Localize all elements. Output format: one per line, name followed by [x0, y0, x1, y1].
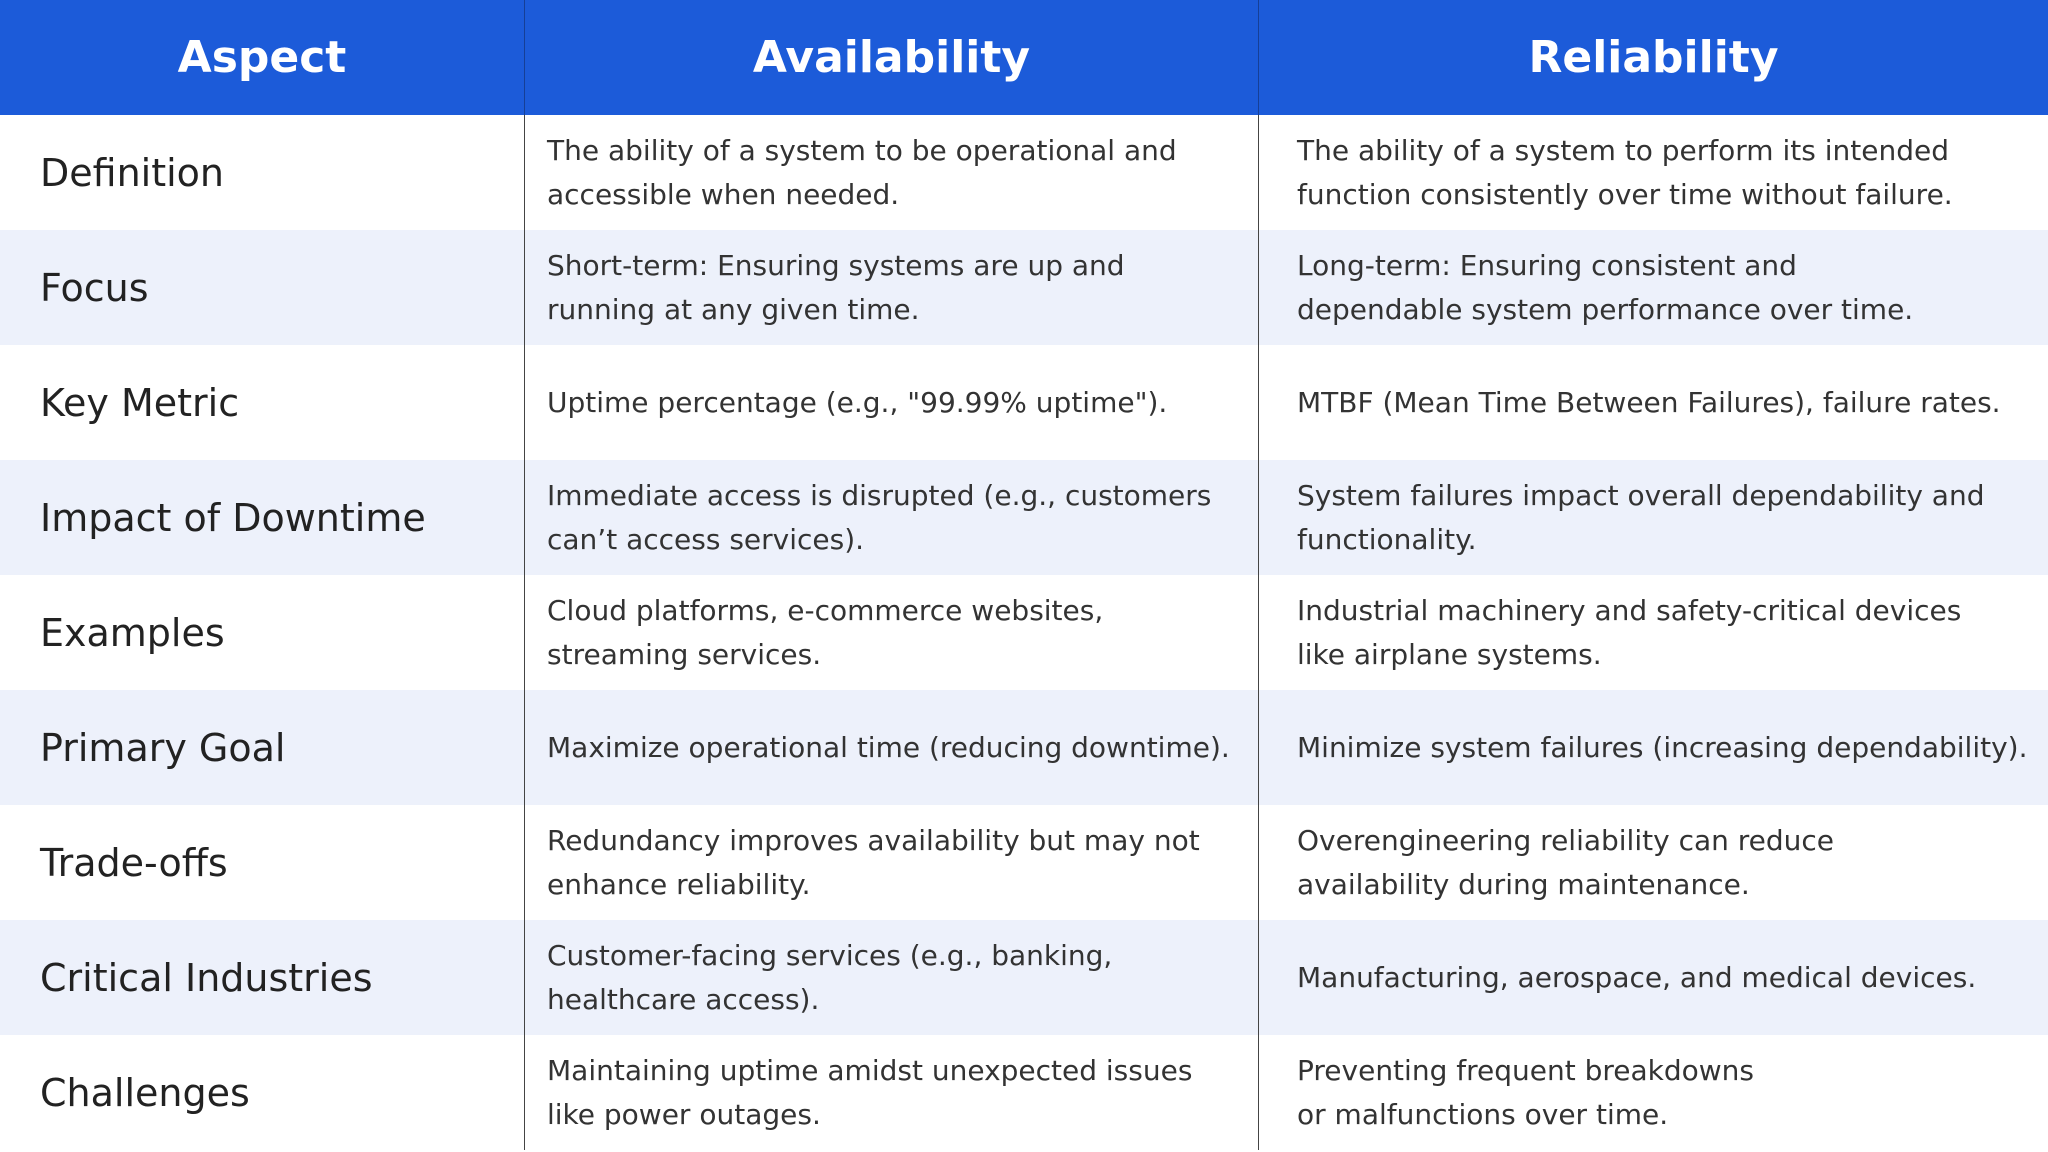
- cell-text-line: Maximize operational time (reducing down…: [547, 730, 1230, 764]
- cell-text-line: availability during maintenance.: [1297, 867, 1750, 901]
- table-cell: The ability of a system to be operationa…: [524, 115, 1258, 230]
- header-cell: Availability: [524, 0, 1258, 115]
- cell-text-line: function consistently over time without …: [1297, 177, 1953, 211]
- table-cell: MTBF (Mean Time Between Failures), failu…: [1258, 345, 2048, 460]
- cell-text-line: like airplane systems.: [1297, 637, 1602, 671]
- table-cell: Redundancy improves availability but may…: [524, 805, 1258, 920]
- header-cell: Reliability: [1258, 0, 2048, 115]
- cell-text-line: Manufacturing, aerospace, and medical de…: [1297, 960, 1977, 994]
- table-row: Impact of Downtime Immediate access is di…: [0, 460, 2048, 575]
- cell-text-line: like power outages.: [547, 1097, 821, 1131]
- aspect-cell: Definition: [40, 150, 225, 195]
- cell-text-line: Cloud platforms, e-commerce websites,: [547, 593, 1104, 627]
- table-cell: Industrial machinery and safety-critical…: [1258, 575, 2048, 690]
- cell-text-line: or malfunctions over time.: [1297, 1097, 1669, 1131]
- cell-text-line: Industrial machinery and safety-critical…: [1297, 593, 1962, 627]
- aspect-cell: Focus: [40, 265, 149, 310]
- table-row: Challenges Maintaining uptime amidst unex…: [0, 1035, 2048, 1150]
- table-cell: Cloud platforms, e-commerce websites, str…: [524, 575, 1258, 690]
- cell-text-line: healthcare access).: [547, 982, 820, 1016]
- table-cell: Immediate access is disrupted (e.g., cus…: [524, 460, 1258, 575]
- cell-text-line: System failures impact overall dependabi…: [1297, 478, 1985, 512]
- table-row: Trade-offs Redundancy improves availabili…: [0, 805, 2048, 920]
- cell-text-line: Long-term: Ensuring consistent and: [1297, 248, 1797, 282]
- cell-text-line: running at any given time.: [547, 292, 920, 326]
- table-cell: Preventing frequent breakdowns or malfunc…: [1258, 1035, 2048, 1150]
- cell-text-line: The ability of a system to be operationa…: [547, 133, 1177, 167]
- aspect-cell: Key Metric: [40, 380, 240, 425]
- aspect-cell: Challenges: [40, 1070, 250, 1115]
- cell-text-line: Uptime percentage (e.g., "99.99% uptime"…: [547, 385, 1168, 419]
- table-row: Focus Short-term: Ensuring systems are up…: [0, 230, 2048, 345]
- header-row: Aspect Availability Reliability: [0, 0, 2048, 115]
- cell-text-line: Preventing frequent breakdowns: [1297, 1053, 1754, 1087]
- header-cell: Aspect: [177, 32, 347, 83]
- cell-text-line: Short-term: Ensuring systems are up and: [547, 248, 1125, 282]
- cell-text-line: MTBF (Mean Time Between Failures), failu…: [1297, 385, 2001, 419]
- cell-text-line: Immediate access is disrupted (e.g., cus…: [547, 478, 1212, 512]
- table-cell: System failures impact overall dependabi…: [1258, 460, 2048, 575]
- table-cell: Minimize system failures (increasing dep…: [1258, 690, 2048, 805]
- cell-text-line: The ability of a system to perform its i…: [1297, 133, 1949, 167]
- table-row: Key Metric Uptime percentage (e.g., "99.9…: [0, 345, 2048, 460]
- cell-text-line: functionality.: [1297, 522, 1477, 556]
- table-row: Critical Industries Customer-facing servi…: [0, 920, 2048, 1035]
- table-cell: Short-term: Ensuring systems are up and r…: [524, 230, 1258, 345]
- table-cell: The ability of a system to perform its i…: [1258, 115, 2048, 230]
- aspect-cell: Trade-offs: [40, 840, 228, 885]
- table-cell: Manufacturing, aerospace, and medical de…: [1258, 920, 2048, 1035]
- table-row: Definition The ability of a system to be …: [0, 115, 2048, 230]
- aspect-cell: Impact of Downtime: [40, 495, 426, 540]
- aspect-cell: Examples: [40, 610, 225, 655]
- aspect-cell: Critical Industries: [40, 955, 373, 1000]
- cell-text-line: Customer-facing services (e.g., banking,: [547, 938, 1113, 972]
- table-cell: Maintaining uptime amidst unexpected iss…: [524, 1035, 1258, 1150]
- cell-text-line: streaming services.: [547, 637, 822, 671]
- cell-text-line: Minimize system failures (increasing dep…: [1297, 730, 2028, 764]
- table-row: Examples Cloud platforms, e-commerce webs…: [0, 575, 2048, 690]
- table-cell: Long-term: Ensuring consistent and depend…: [1258, 230, 2048, 345]
- table-cell: Uptime percentage (e.g., "99.99% uptime"…: [524, 345, 1258, 460]
- table-cell: Customer-facing services (e.g., banking,…: [524, 920, 1258, 1035]
- cell-text-line: Maintaining uptime amidst unexpected iss…: [547, 1053, 1193, 1087]
- table-row: Primary Goal Maximize operational time (r…: [0, 690, 2048, 805]
- cell-text-line: accessible when needed.: [547, 177, 900, 211]
- cell-text-line: enhance reliability.: [547, 867, 811, 901]
- cell-text-line: dependable system performance over time.: [1297, 292, 1914, 326]
- aspect-cell: Primary Goal: [40, 725, 286, 770]
- table-cell: Overengineering reliability can reduce av…: [1258, 805, 2048, 920]
- cell-text-line: Overengineering reliability can reduce: [1297, 823, 1835, 857]
- table-cell: Maximize operational time (reducing down…: [524, 690, 1258, 805]
- cell-text-line: Redundancy improves availability but may…: [547, 823, 1200, 857]
- cell-text-line: can’t access services).: [547, 522, 865, 556]
